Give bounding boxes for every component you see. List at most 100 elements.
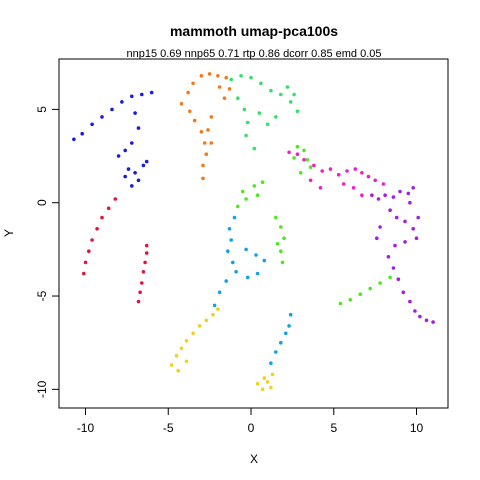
data-point <box>249 76 253 80</box>
data-point <box>360 171 364 175</box>
chart-title: mammoth umap-pca100s <box>170 23 338 39</box>
data-point <box>256 193 260 197</box>
data-point <box>296 145 300 149</box>
x-tick-label: 5 <box>330 421 337 435</box>
data-point <box>377 197 381 201</box>
data-point <box>408 201 412 205</box>
data-point <box>269 386 273 390</box>
data-point <box>279 93 283 97</box>
data-point <box>137 300 141 304</box>
y-tick-label: 5 <box>35 106 49 113</box>
data-point <box>84 261 88 265</box>
data-point <box>114 197 118 201</box>
data-point <box>140 281 144 285</box>
y-tick-label: -10 <box>35 380 49 398</box>
data-point <box>107 207 111 211</box>
data-point <box>425 319 429 323</box>
data-point <box>309 165 313 169</box>
data-point <box>378 225 382 229</box>
data-point <box>274 216 278 220</box>
data-point <box>319 186 323 190</box>
data-point <box>345 169 349 173</box>
data-point <box>145 160 149 164</box>
data-point <box>339 302 343 306</box>
data-point <box>176 369 180 373</box>
data-point <box>90 123 94 127</box>
data-point <box>244 134 248 138</box>
data-point <box>282 236 286 240</box>
data-point <box>382 182 386 186</box>
data-point <box>95 227 99 231</box>
data-point <box>191 82 195 86</box>
x-tick-label: -10 <box>77 421 95 435</box>
data-point <box>218 291 222 295</box>
data-point <box>287 324 291 328</box>
data-point <box>100 115 104 119</box>
data-point <box>388 276 392 280</box>
x-tick-label: -5 <box>163 421 174 435</box>
data-point <box>233 216 237 220</box>
data-point <box>191 332 195 336</box>
data-point <box>292 156 296 160</box>
data-point <box>256 272 260 276</box>
data-point <box>431 320 435 324</box>
data-point <box>130 184 134 188</box>
data-point <box>133 171 137 175</box>
data-point <box>261 180 265 184</box>
data-point <box>87 249 91 253</box>
data-point <box>110 108 114 112</box>
data-point <box>200 130 204 134</box>
data-point <box>383 193 387 197</box>
data-point <box>236 205 240 209</box>
data-point <box>200 74 204 78</box>
data-point <box>266 380 270 384</box>
data-point <box>352 186 356 190</box>
data-point <box>140 93 144 97</box>
data-point <box>279 341 283 345</box>
data-point <box>211 313 215 317</box>
data-point <box>284 332 288 336</box>
data-point <box>123 175 127 179</box>
data-point <box>213 304 217 308</box>
data-point <box>271 373 275 377</box>
data-point <box>210 141 214 145</box>
y-axis: -10 -5 0 5 <box>35 106 59 398</box>
data-point <box>216 74 220 78</box>
data-point <box>123 149 127 153</box>
data-point <box>130 141 134 145</box>
data-point <box>246 121 250 125</box>
data-point <box>253 184 257 188</box>
chart-subtitle: nnp15 0.69 nnp65 0.71 rtp 0.86 dcorr 0.8… <box>126 48 381 60</box>
data-point <box>393 244 397 248</box>
data-point <box>133 111 137 115</box>
data-point <box>226 249 230 253</box>
data-point <box>201 177 205 181</box>
data-point <box>276 242 280 246</box>
data-point <box>274 350 278 354</box>
data-point <box>145 251 149 255</box>
data-point <box>229 78 233 82</box>
data-point <box>210 115 214 119</box>
data-point <box>228 87 232 91</box>
data-point <box>150 91 154 95</box>
data-point <box>142 270 146 274</box>
data-point <box>359 292 363 296</box>
data-point <box>289 100 293 104</box>
data-point <box>279 249 283 253</box>
data-point <box>180 102 184 106</box>
data-point <box>259 82 263 86</box>
data-point <box>375 236 379 240</box>
data-point <box>407 192 411 196</box>
data-point <box>342 182 346 186</box>
x-axis: -10 -5 0 5 10 <box>77 408 424 435</box>
data-point <box>143 261 147 265</box>
data-point <box>72 138 76 142</box>
data-point <box>413 309 417 313</box>
data-point <box>228 227 232 231</box>
data-point <box>198 324 202 328</box>
data-point <box>229 238 233 242</box>
data-point <box>261 388 265 392</box>
data-point <box>241 190 245 194</box>
data-point <box>254 253 258 257</box>
